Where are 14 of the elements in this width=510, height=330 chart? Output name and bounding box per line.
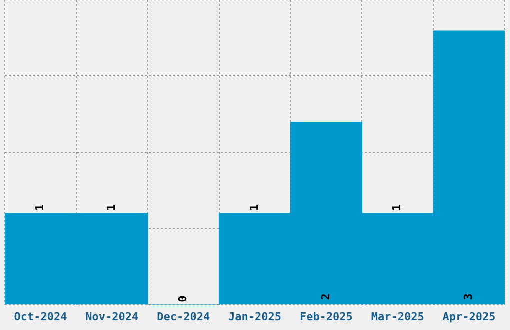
data-label: 1: [34, 204, 47, 212]
x-tick-label: Oct-2024: [14, 310, 68, 324]
x-tick-label: Mar-2025: [371, 310, 424, 324]
x-tick-label: Nov-2024: [86, 310, 140, 324]
x-tick-label: Apr-2025: [442, 310, 496, 324]
data-label: 2: [319, 294, 332, 300]
x-tick-label: Jan-2025: [228, 310, 282, 324]
data-label: 1: [248, 204, 261, 212]
x-tick-label: Feb-2025: [300, 310, 353, 324]
data-label: 0: [176, 296, 190, 302]
x-tick-label: Dec-2024: [157, 310, 210, 324]
data-label: 1: [105, 204, 118, 212]
data-label: 1: [390, 204, 404, 212]
data-label: 3: [462, 294, 476, 300]
